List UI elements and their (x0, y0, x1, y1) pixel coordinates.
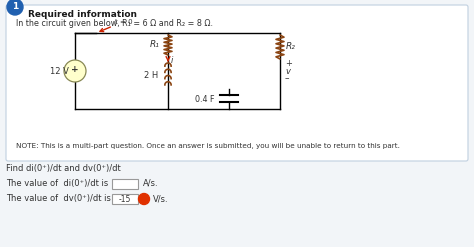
Text: A/s.: A/s. (143, 179, 159, 188)
Text: +: + (71, 65, 79, 75)
Text: Required information: Required information (28, 10, 137, 19)
Text: 1: 1 (12, 2, 18, 12)
Text: 0.4 F: 0.4 F (195, 95, 215, 103)
Circle shape (138, 193, 149, 205)
FancyBboxPatch shape (112, 194, 138, 204)
Text: t = 0: t = 0 (115, 19, 133, 25)
Text: R₁: R₁ (150, 41, 160, 49)
Text: +: + (285, 59, 292, 67)
Text: 12 V: 12 V (50, 66, 68, 76)
Text: v: v (285, 66, 290, 76)
Text: The value of  di(0⁺)/dt is: The value of di(0⁺)/dt is (6, 179, 108, 188)
Text: i: i (171, 56, 173, 65)
Text: –: – (285, 75, 290, 83)
Text: The value of  dv(0⁺)/dt is: The value of dv(0⁺)/dt is (6, 194, 111, 203)
Text: Find di(0⁺)/dt and dv(0⁺)/dt: Find di(0⁺)/dt and dv(0⁺)/dt (6, 164, 121, 173)
Text: V/s.: V/s. (153, 194, 169, 203)
Text: 2 H: 2 H (144, 71, 158, 80)
FancyBboxPatch shape (112, 179, 138, 189)
Text: NOTE: This is a multi-part question. Once an answer is submitted, you will be un: NOTE: This is a multi-part question. Onc… (16, 143, 400, 149)
Text: -15: -15 (119, 194, 131, 204)
Circle shape (64, 60, 86, 82)
FancyBboxPatch shape (6, 5, 468, 161)
Text: In the circuit given below, R₁ = 6 Ω and R₂ = 8 Ω.: In the circuit given below, R₁ = 6 Ω and… (16, 19, 213, 28)
Circle shape (7, 0, 23, 15)
Text: R₂: R₂ (286, 42, 296, 52)
